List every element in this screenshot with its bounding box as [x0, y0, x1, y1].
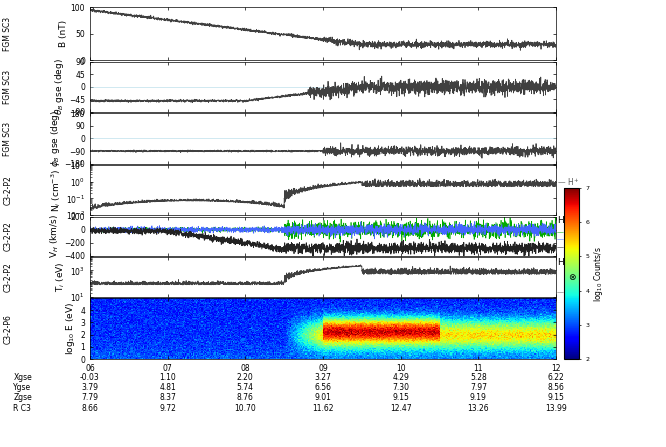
Text: — T: — T: [557, 289, 571, 295]
Text: FGM SC3: FGM SC3: [3, 17, 13, 51]
Y-axis label: log$_{10}$ E (eV): log$_{10}$ E (eV): [65, 302, 77, 355]
Text: 8.37: 8.37: [159, 393, 176, 402]
Text: 9.01: 9.01: [314, 393, 332, 402]
Y-axis label: T$_i$ (eV): T$_i$ (eV): [55, 262, 67, 292]
Text: 13.26: 13.26: [468, 404, 490, 413]
Text: R C3: R C3: [13, 404, 31, 413]
Text: C3-2-P2: C3-2-P2: [3, 221, 13, 251]
Text: C3-2-P6: C3-2-P6: [3, 314, 13, 344]
Text: 10.70: 10.70: [234, 404, 256, 413]
Text: 9.15: 9.15: [547, 393, 565, 402]
Text: 6.56: 6.56: [314, 384, 332, 392]
Text: Ygse: Ygse: [13, 384, 31, 392]
Text: 5.74: 5.74: [237, 384, 254, 392]
Text: 4.29: 4.29: [392, 373, 409, 382]
Text: 8.76: 8.76: [237, 393, 254, 402]
Text: 4.81: 4.81: [159, 384, 176, 392]
Text: 7.79: 7.79: [81, 393, 99, 402]
Text: — Vy: — Vy: [557, 236, 575, 242]
Text: H$^+$: H$^+$: [557, 256, 571, 268]
Text: 3.27: 3.27: [314, 373, 332, 382]
Text: 2.20: 2.20: [237, 373, 254, 382]
Text: C3-2-P2: C3-2-P2: [3, 262, 13, 292]
Text: 5.28: 5.28: [470, 373, 487, 382]
Text: — Vx: — Vx: [557, 244, 575, 250]
Text: 1.10: 1.10: [159, 373, 176, 382]
Y-axis label: B (nT): B (nT): [59, 20, 68, 47]
Text: — Vz: — Vz: [557, 228, 575, 235]
Y-axis label: $\theta_B$ gse (deg): $\theta_B$ gse (deg): [53, 59, 66, 115]
Text: FGM SC3: FGM SC3: [3, 122, 13, 156]
Text: Xgse: Xgse: [13, 373, 32, 382]
Text: — H$^+$: — H$^+$: [557, 177, 580, 188]
Text: 9.15: 9.15: [392, 393, 409, 402]
Text: 9.19: 9.19: [470, 393, 487, 402]
Text: H$^+$: H$^+$: [557, 214, 571, 226]
Text: -0.03: -0.03: [80, 373, 100, 382]
Text: 11.62: 11.62: [312, 404, 334, 413]
Text: C3-2-P2: C3-2-P2: [3, 175, 13, 205]
Text: 3.79: 3.79: [81, 384, 99, 392]
Text: 7.30: 7.30: [392, 384, 409, 392]
Text: 8.66: 8.66: [81, 404, 99, 413]
Y-axis label: log$_{10}$ Counts/s: log$_{10}$ Counts/s: [593, 245, 605, 302]
Y-axis label: $\phi_B$ gse (deg): $\phi_B$ gse (deg): [49, 110, 61, 167]
Y-axis label: N$_i$ (cm$^{-3}$): N$_i$ (cm$^{-3}$): [49, 169, 63, 212]
Text: $\otimes$: $\otimes$: [568, 272, 577, 282]
Text: 8.56: 8.56: [547, 384, 565, 392]
Text: 7.97: 7.97: [470, 384, 487, 392]
Text: FGM SC3: FGM SC3: [3, 70, 13, 104]
Text: 13.99: 13.99: [545, 404, 567, 413]
Text: 6.22: 6.22: [547, 373, 565, 382]
Text: 12.47: 12.47: [390, 404, 412, 413]
Y-axis label: V$_H$ (km/s): V$_H$ (km/s): [49, 214, 61, 258]
Text: 9.72: 9.72: [159, 404, 176, 413]
Text: Zgse: Zgse: [13, 393, 32, 402]
